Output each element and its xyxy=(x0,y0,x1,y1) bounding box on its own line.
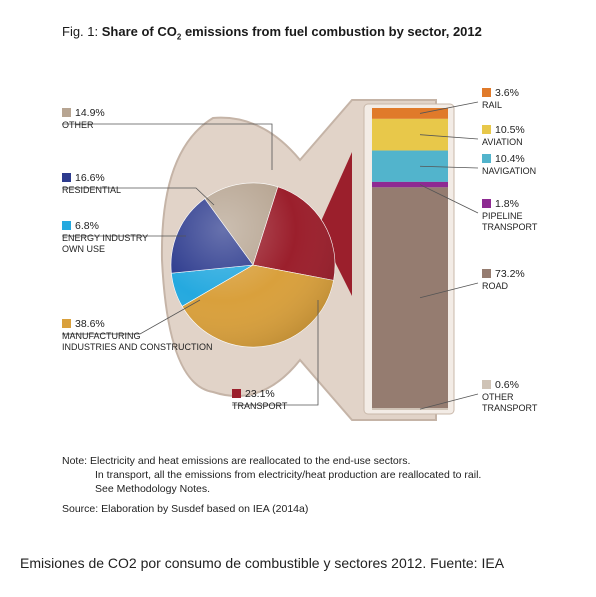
bar-segment-pipeline-transport xyxy=(372,181,448,188)
label-manufacturing-industries-and-construction-swatch xyxy=(62,319,71,328)
pie-highlight xyxy=(171,183,335,347)
label-pipeline-transport-swatch xyxy=(482,199,491,208)
note: Note: Electricity and heat emissions are… xyxy=(62,454,481,496)
label-road-value: 73.2% xyxy=(495,268,525,280)
label-transport-swatch xyxy=(232,389,241,398)
label-residential-value: 16.6% xyxy=(75,172,105,184)
title-main-b: emissions from fuel combustion by sector… xyxy=(181,24,482,39)
label-other-label: OTHER xyxy=(62,120,94,130)
labels: 14.9%OTHER23.1%TRANSPORT38.6%MANUFACTURI… xyxy=(62,87,538,413)
label-other-swatch xyxy=(62,108,71,117)
label-other-transport-swatch xyxy=(482,380,491,389)
label-road-leader xyxy=(419,282,479,299)
title-main-a: Share of CO xyxy=(101,24,177,39)
label-pipeline-transport-value: 1.8% xyxy=(495,198,519,210)
label-residential-swatch xyxy=(62,173,71,182)
label-pipeline-transport-label-1: PIPELINE xyxy=(482,211,523,221)
label-navigation-label: NAVIGATION xyxy=(482,166,536,176)
bar-segment-navigation xyxy=(372,150,448,182)
label-road-label: ROAD xyxy=(482,281,509,291)
label-rail-value: 3.6% xyxy=(495,87,519,99)
leader-lines xyxy=(62,101,479,410)
transport-connector xyxy=(318,152,352,296)
title-subscript: 2 xyxy=(176,32,182,42)
title-prefix: Fig. 1: xyxy=(62,24,102,39)
label-energy-industry-own-use-label-1: ENERGY INDUSTRY xyxy=(62,233,148,243)
caption: Emisiones de CO2 por consumo de combusti… xyxy=(20,555,505,571)
label-transport-value: 23.1% xyxy=(245,388,275,400)
label-rail-swatch xyxy=(482,88,491,97)
label-rail-label: RAIL xyxy=(482,100,502,110)
label-other-leader xyxy=(62,123,273,170)
emissions-chart: 14.9%OTHER23.1%TRANSPORT38.6%MANUFACTURI… xyxy=(62,87,538,421)
label-other-transport-value: 0.6% xyxy=(495,379,519,391)
label-aviation-swatch xyxy=(482,125,491,134)
label-energy-industry-own-use-swatch xyxy=(62,221,71,230)
bar-segment-other-transport xyxy=(372,408,448,410)
bar-segment-rail xyxy=(372,108,448,119)
label-manufacturing-industries-and-construction-value: 38.6% xyxy=(75,318,105,330)
label-navigation-value: 10.4% xyxy=(495,153,525,165)
note-line-2: In transport, all the emissions from ele… xyxy=(95,469,482,481)
label-residential-leader xyxy=(62,187,215,206)
label-aviation-label: AVIATION xyxy=(482,137,523,147)
label-road-swatch xyxy=(482,269,491,278)
label-energy-industry-own-use-label-2: OWN USE xyxy=(62,244,105,254)
label-manufacturing-industries-and-construction-leader xyxy=(62,299,201,335)
label-other-transport-leader xyxy=(419,393,479,410)
breakdown-bar xyxy=(372,108,448,410)
bar-segment-aviation xyxy=(372,118,448,151)
bar-segment-road xyxy=(372,187,448,409)
label-rail-leader xyxy=(419,101,479,114)
chart-title: Fig. 1: Share of CO2 emissions from fuel… xyxy=(62,24,482,42)
note-line-1: Note: Electricity and heat emissions are… xyxy=(62,455,411,467)
source-text: Source: Elaboration by Susdef based on I… xyxy=(62,503,309,515)
note-line-3: See Methodology Notes. xyxy=(95,483,210,495)
label-transport-label: TRANSPORT xyxy=(232,401,288,411)
label-navigation-swatch xyxy=(482,154,491,163)
label-other-transport-label-2: TRANSPORT xyxy=(482,403,538,413)
label-aviation-value: 10.5% xyxy=(495,124,525,136)
label-energy-industry-own-use-value: 6.8% xyxy=(75,220,99,232)
label-residential-label: RESIDENTIAL xyxy=(62,185,121,195)
label-transport-leader xyxy=(232,300,319,406)
label-manufacturing-industries-and-construction-label-1: MANUFACTURING xyxy=(62,331,141,341)
label-navigation-leader xyxy=(419,165,479,169)
label-other-value: 14.9% xyxy=(75,107,105,119)
label-pipeline-transport-leader xyxy=(419,184,479,214)
label-pipeline-transport-label-2: TRANSPORT xyxy=(482,222,538,232)
label-aviation-leader xyxy=(419,134,479,140)
label-manufacturing-industries-and-construction-label-2: INDUSTRIES AND CONSTRUCTION xyxy=(62,342,213,352)
label-other-transport-label-1: OTHER xyxy=(482,392,514,402)
